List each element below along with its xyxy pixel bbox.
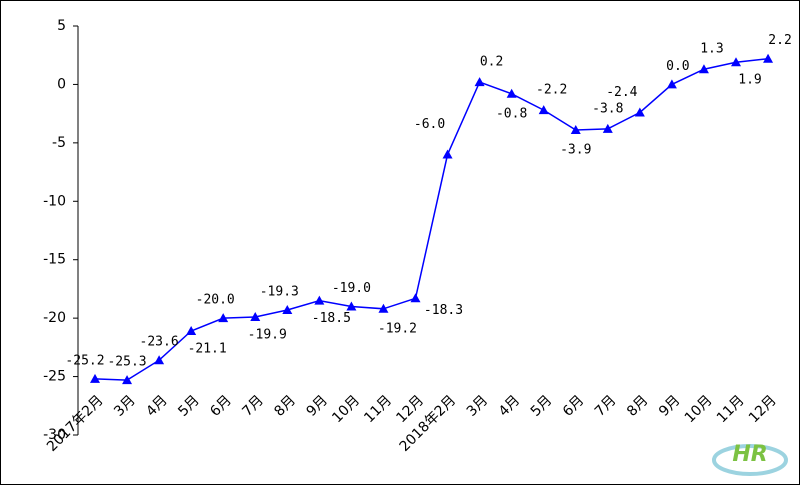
data-label: -3.9 — [560, 143, 591, 158]
marker — [763, 53, 774, 63]
marker — [346, 301, 357, 311]
marker — [570, 125, 581, 135]
data-label: 1.3 — [700, 42, 723, 57]
data-label: -21.1 — [188, 341, 227, 356]
marker — [410, 293, 421, 303]
data-label: 0.2 — [480, 55, 503, 70]
svg-text:HR: HR — [732, 442, 767, 467]
y-tick-label: -15 — [43, 252, 66, 268]
data-label: 1.9 — [738, 73, 761, 88]
marker — [186, 325, 197, 335]
data-label: -19.0 — [332, 281, 371, 296]
y-tick-label: -30 — [43, 427, 66, 443]
marker — [506, 88, 517, 98]
marker — [282, 304, 293, 314]
data-label: -20.0 — [196, 293, 235, 308]
marker — [442, 149, 453, 159]
marker — [90, 373, 100, 383]
marker — [538, 105, 549, 115]
marker — [250, 311, 261, 321]
data-label: -25.2 — [65, 353, 104, 368]
data-label: -2.4 — [606, 85, 637, 100]
line — [94, 57, 769, 381]
y-tick-label: 5 — [57, 18, 66, 34]
y-tick-label: 0 — [57, 76, 66, 92]
data-label: -18.5 — [312, 311, 351, 326]
marker — [474, 77, 485, 87]
data-label: -2.2 — [536, 83, 567, 98]
marker — [218, 313, 229, 323]
data-label: 2.2 — [768, 33, 791, 48]
y-tick-label: -5 — [52, 135, 66, 151]
y-tick-label: -25 — [43, 369, 66, 385]
marker — [602, 123, 613, 133]
data-label: 0.0 — [666, 59, 689, 74]
data-label: -25.3 — [107, 355, 146, 370]
logo: HR — [712, 442, 788, 476]
marker — [314, 295, 325, 305]
marker — [698, 64, 709, 74]
y-tick-label: -10 — [43, 193, 66, 209]
data-label: -0.8 — [496, 106, 527, 121]
data-label: -3.8 — [592, 101, 623, 116]
marker — [731, 57, 741, 67]
data-label: -18.3 — [424, 303, 463, 318]
data-label: -19.3 — [260, 284, 299, 299]
data-label: -6.0 — [414, 117, 445, 132]
marker — [666, 79, 677, 89]
marker — [378, 303, 389, 313]
data-label: -19.9 — [248, 327, 287, 342]
marker — [154, 355, 165, 365]
y-tick-label: -20 — [43, 310, 66, 326]
marker — [634, 107, 645, 117]
data-label: -23.6 — [140, 335, 179, 350]
data-label: -19.2 — [378, 321, 417, 336]
marker — [122, 375, 133, 385]
